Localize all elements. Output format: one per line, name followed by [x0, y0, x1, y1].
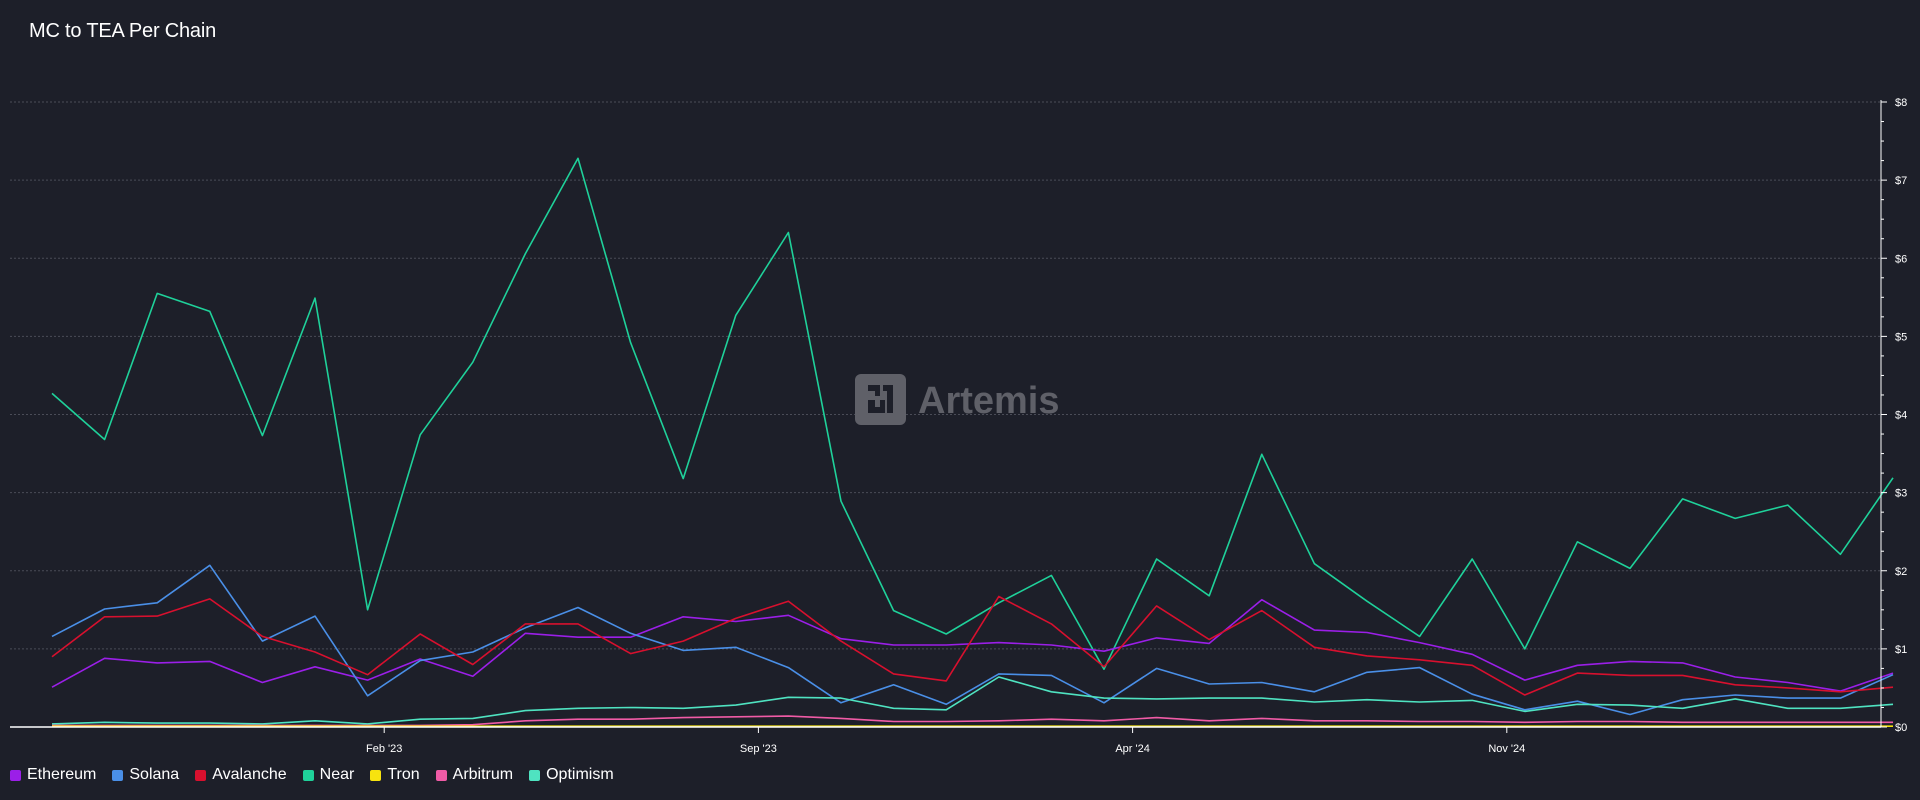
- y-tick-label: $5: [1895, 331, 1907, 343]
- x-tick-label: Nov '24: [1488, 743, 1525, 755]
- legend-swatch: [435, 769, 447, 781]
- y-tick-label: $2: [1895, 566, 1907, 578]
- legend-label: Solana: [129, 766, 180, 783]
- legend-swatch: [529, 769, 541, 781]
- series-line-avalanche: [51, 595, 1894, 696]
- series-line-ethereum: [51, 598, 1894, 692]
- legend-label: Avalanche: [212, 766, 287, 783]
- artemis-logo-icon: [855, 374, 906, 425]
- legend-item-solana[interactable]: Solana: [112, 766, 179, 784]
- legend-label: Optimism: [546, 766, 614, 783]
- legend-label: Tron: [387, 766, 420, 783]
- legend-swatch: [112, 769, 124, 781]
- chart-legend: Ethereum Solana Avalanche Near Tron Arbitrum O…: [10, 766, 614, 784]
- series-line-solana: [51, 564, 1894, 716]
- legend-item-near[interactable]: Near: [302, 766, 355, 784]
- legend-swatch: [195, 769, 207, 781]
- x-tick-label: Feb '23: [366, 743, 402, 755]
- y-tick-label: $7: [1895, 175, 1907, 187]
- legend-item-tron[interactable]: Tron: [370, 766, 420, 784]
- grid-lines: [10, 101, 1881, 650]
- chart-title: MC to TEA Per Chain: [29, 20, 217, 42]
- y-tick-label: $1: [1895, 644, 1907, 656]
- legend-item-optimism[interactable]: Optimism: [529, 766, 614, 784]
- axes: $0 $1 $2 $3 $4 $5 $6 $7 $8 Feb '23 Sep '23 Apr '24 N…: [10, 97, 1907, 755]
- series-line-optimism: [51, 676, 1894, 725]
- x-tick-label: Apr '24: [1115, 743, 1150, 755]
- y-tick-label: $0: [1895, 722, 1907, 734]
- legend-label: Ethereum: [27, 766, 97, 783]
- legend-item-ethereum[interactable]: Ethereum: [10, 766, 96, 784]
- series-line-near: [51, 157, 1894, 671]
- artemis-watermark: Artemis: [855, 374, 1060, 425]
- legend-swatch: [10, 769, 21, 781]
- y-tick-label: $3: [1895, 488, 1907, 500]
- legend-label: Arbitrum: [452, 766, 514, 783]
- series-line-arbitrum: [52, 715, 1893, 727]
- y-tick-label: $6: [1895, 253, 1907, 265]
- series-lines: [51, 157, 1894, 728]
- legend-swatch: [302, 769, 314, 781]
- x-tick-label: Sep '23: [740, 743, 777, 755]
- artemis-logo-mark: [868, 385, 893, 413]
- watermark-text: Artemis: [918, 380, 1060, 422]
- legend-label: Near: [319, 766, 355, 783]
- legend-item-arbitrum[interactable]: Arbitrum: [435, 766, 514, 784]
- legend-swatch: [370, 769, 382, 781]
- line-chart: Artemis $0 $1 $2 $3 $4 $5 $6 $7 $8 Feb '23 Sep '23…: [10, 97, 1907, 755]
- y-tick-label: $8: [1895, 97, 1907, 109]
- legend-item-avalanche[interactable]: Avalanche: [195, 766, 287, 784]
- y-tick-label: $4: [1895, 410, 1907, 422]
